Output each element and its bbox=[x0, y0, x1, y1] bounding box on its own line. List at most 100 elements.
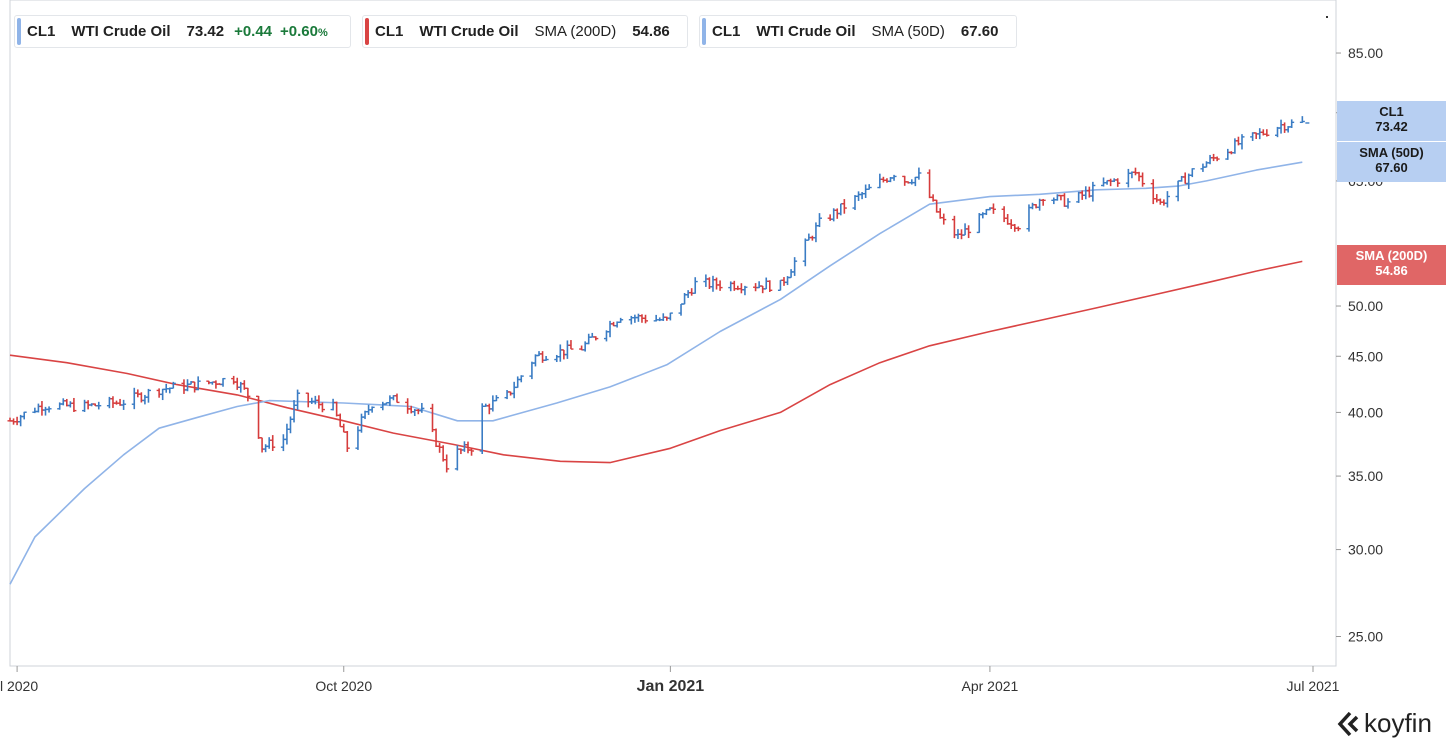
ohlc-bar bbox=[643, 314, 649, 324]
ohlc-bar bbox=[777, 279, 783, 291]
legend-change-pct: +0.60% bbox=[280, 23, 328, 40]
x-tick-label: Oct 2020 bbox=[315, 678, 372, 694]
ohlc-bar bbox=[60, 398, 66, 406]
ohlc-bar bbox=[160, 388, 166, 401]
ohlc-bar bbox=[1132, 167, 1138, 176]
ohlc-bar bbox=[1008, 219, 1014, 229]
ohlc-bars-layer bbox=[7, 116, 1310, 473]
sma-50d-line bbox=[9, 161, 1303, 585]
ohlc-bar bbox=[1115, 178, 1121, 187]
price-tag-label: SMA (50D) bbox=[1359, 145, 1424, 160]
ohlc-bar bbox=[827, 214, 833, 221]
ohlc-bar bbox=[788, 269, 794, 279]
price-tag-sma50: SMA (50D) 67.60 bbox=[1337, 142, 1446, 182]
ohlc-bar bbox=[334, 401, 340, 417]
ohlc-bar bbox=[1189, 168, 1195, 178]
ohlc-bar bbox=[966, 225, 972, 239]
x-tick-label: Jan 2021 bbox=[637, 678, 705, 695]
ohlc-bar bbox=[469, 447, 475, 456]
price-tag-value: 73.42 bbox=[1375, 119, 1408, 134]
sma-200d-line bbox=[9, 260, 1303, 464]
y-tick-label: 25.00 bbox=[1348, 628, 1383, 644]
price-tag-label: SMA (200D) bbox=[1355, 248, 1428, 263]
ohlc-bar bbox=[131, 387, 137, 410]
legend-indicator: SMA (200D) bbox=[534, 23, 617, 40]
y-tick-label: 85.00 bbox=[1348, 45, 1383, 61]
ohlc-bar bbox=[1051, 197, 1057, 205]
ohlc-bar bbox=[511, 381, 517, 399]
ohlc-bar bbox=[1040, 198, 1046, 206]
ohlc-bar bbox=[121, 399, 127, 410]
ohlc-bar bbox=[39, 401, 45, 416]
ohlc-bar bbox=[518, 375, 524, 383]
ohlc-bar bbox=[866, 184, 872, 190]
ohlc-bar bbox=[145, 388, 151, 403]
legend-color-swatch bbox=[365, 18, 369, 45]
ohlc-bar bbox=[1239, 134, 1245, 150]
ohlc-bar bbox=[266, 437, 272, 449]
ohlc-bar bbox=[856, 191, 862, 201]
ohlc-bar bbox=[781, 277, 787, 286]
legend-value: 67.60 bbox=[960, 23, 999, 40]
ohlc-bar bbox=[1001, 206, 1007, 223]
ohlc-bar bbox=[295, 389, 301, 411]
ohlc-bar bbox=[490, 395, 496, 412]
ohlc-bar bbox=[1161, 199, 1167, 206]
legend-indicator: SMA (50D) bbox=[871, 23, 945, 40]
legend-change: +0.44 bbox=[234, 23, 273, 40]
plot-frame bbox=[9, 0, 1337, 667]
ohlc-bar bbox=[692, 277, 698, 294]
ohlc-bar bbox=[632, 314, 638, 323]
legend-sma200[interactable]: CL1 WTI Crude Oil SMA (200D) 54.86 bbox=[362, 15, 688, 48]
price-tag-sma200: SMA (200D) 54.86 bbox=[1337, 245, 1446, 285]
legend-sma50[interactable]: CL1 WTI Crude Oil SMA (50D) 67.60 bbox=[699, 15, 1017, 48]
ohlc-bar bbox=[319, 402, 325, 413]
legend-value: 54.86 bbox=[632, 23, 670, 40]
ohlc-bar bbox=[763, 277, 769, 290]
ohlc-bar bbox=[1257, 128, 1263, 140]
ohlc-bar bbox=[802, 238, 808, 267]
ohlc-bar bbox=[667, 312, 673, 321]
legend-value: 73.42 bbox=[186, 23, 225, 40]
ohlc-bar bbox=[1182, 172, 1188, 185]
x-axis: ıl 2020 Oct 2020 Jan 2021 Apr 2021 Jul 2021 bbox=[0, 666, 1340, 695]
ohlc-bar bbox=[838, 203, 844, 216]
ohlc-bar bbox=[685, 290, 691, 298]
ohlc-bar bbox=[458, 448, 464, 455]
ohlc-bar bbox=[220, 377, 226, 387]
ohlc-bar bbox=[756, 281, 762, 289]
legend-change-pct-value: +0.60 bbox=[280, 23, 318, 40]
ohlc-bar bbox=[259, 437, 265, 453]
ohlc-bar bbox=[46, 406, 52, 413]
legend-symbol: CL1 bbox=[712, 23, 741, 40]
ohlc-bar bbox=[1164, 191, 1170, 208]
ohlc-bar bbox=[1264, 129, 1270, 137]
legend-pct-sign: % bbox=[318, 27, 328, 39]
ohlc-bar bbox=[142, 394, 148, 405]
legend-symbol: CL1 bbox=[27, 23, 56, 40]
ohlc-bar bbox=[927, 169, 933, 199]
ohlc-bar bbox=[280, 434, 286, 452]
ohlc-bar bbox=[884, 178, 890, 183]
ohlc-bar bbox=[1150, 179, 1156, 205]
ohlc-bar bbox=[710, 275, 716, 292]
ohlc-bar bbox=[564, 340, 570, 359]
ohlc-bar bbox=[71, 397, 77, 412]
ohlc-bar bbox=[444, 454, 450, 473]
ohlc-bar bbox=[586, 333, 592, 345]
ohlc-bar bbox=[1108, 178, 1114, 187]
ohlc-bar bbox=[735, 285, 741, 291]
ohlc-bar bbox=[909, 179, 915, 185]
ohlc-bar bbox=[1140, 172, 1146, 187]
koyfin-logo[interactable]: koyfin bbox=[1336, 708, 1432, 739]
ohlc-bar bbox=[529, 361, 535, 380]
ohlc-bar bbox=[394, 393, 400, 404]
legend-cl1[interactable]: CL1 WTI Crude Oil 73.42 +0.44 +0.60% bbox=[14, 15, 351, 48]
ohlc-bar bbox=[429, 403, 435, 433]
ohlc-bar bbox=[593, 336, 599, 341]
ohlc-bar bbox=[714, 277, 720, 290]
ohlc-bar bbox=[67, 401, 73, 408]
legend-name: WTI Crude Oil bbox=[71, 23, 171, 40]
ohlc-bar bbox=[1090, 181, 1096, 202]
